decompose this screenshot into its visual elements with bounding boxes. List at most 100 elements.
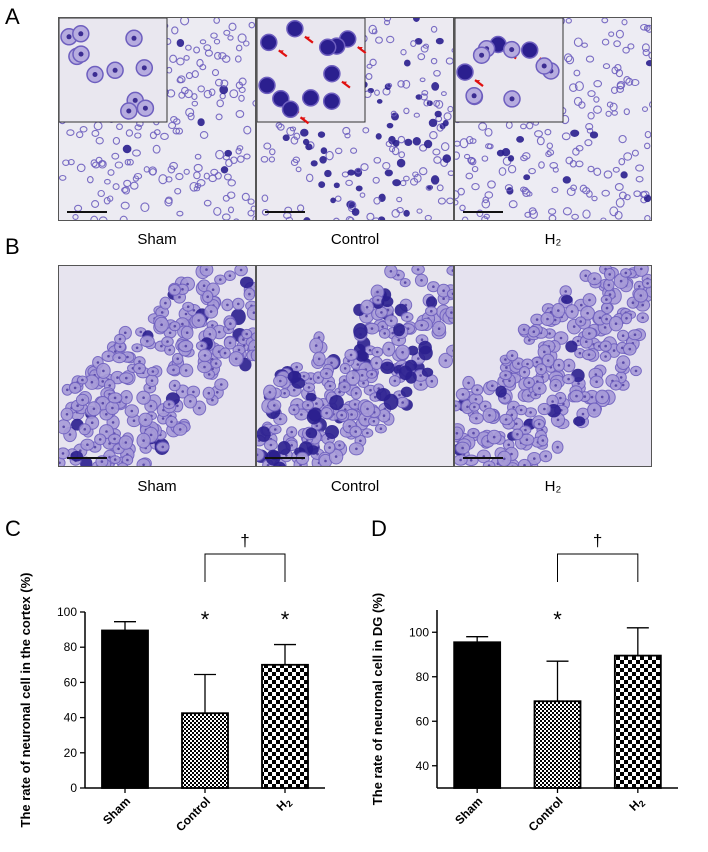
neuron-nucleus — [505, 366, 508, 369]
neuron-nucleus — [462, 393, 465, 396]
neuron-cell — [436, 38, 443, 43]
neuron-nucleus — [340, 414, 343, 417]
neuron-nucleus — [421, 338, 424, 341]
neuron-nucleus — [355, 448, 358, 451]
neuron-nucleus — [625, 317, 628, 320]
neuron-cell — [443, 155, 450, 163]
neuron-cell — [447, 289, 454, 298]
neuron-nucleus — [335, 455, 338, 458]
neuron-nucleus — [505, 418, 508, 421]
neuron-cell — [566, 341, 577, 352]
neuron-cell — [385, 170, 392, 176]
neuron-nucleus — [544, 455, 547, 458]
neuron-nucleus — [640, 268, 643, 271]
neuron-cell — [392, 113, 399, 120]
neuron-nucleus — [503, 458, 506, 461]
neuron-cell — [483, 461, 495, 467]
y-tick-label: 60 — [64, 675, 78, 689]
neuron-nucleus — [548, 332, 551, 335]
neuron-nucleus — [91, 381, 94, 384]
neuron-nucleus — [211, 399, 214, 402]
neuron-nucleus — [66, 413, 69, 416]
neuron-nucleus — [66, 389, 69, 392]
neuron-nucleus — [300, 413, 303, 416]
neuron-cell — [496, 386, 506, 397]
neuron-nucleus — [235, 358, 238, 361]
neuron-nucleus — [420, 279, 423, 282]
neuron-nucleus — [185, 345, 188, 348]
neuron-nucleus — [613, 349, 616, 352]
neuron-nucleus — [516, 433, 519, 436]
neuron-cell — [354, 324, 367, 339]
neuron-nucleus — [189, 400, 192, 403]
neuron-nucleus — [608, 273, 611, 276]
significance-star: * — [553, 607, 562, 632]
neuron-nucleus — [595, 373, 598, 376]
neuron-nucleus — [131, 410, 134, 413]
neuron-nucleus — [74, 387, 77, 390]
neuron-nucleus — [114, 458, 117, 461]
neuron-nucleus — [632, 301, 635, 304]
neuron-nucleus — [373, 420, 376, 423]
inset-nucleus — [542, 64, 547, 69]
neuron-nucleus — [536, 318, 539, 321]
neuron-nucleus — [470, 459, 473, 462]
neuron-nucleus — [307, 404, 310, 407]
neuron-nucleus — [523, 328, 526, 331]
neuron-nucleus — [366, 408, 369, 411]
neuron-nucleus — [208, 392, 211, 395]
neuron-nucleus — [138, 360, 141, 363]
micrograph-a-control — [256, 17, 454, 221]
dagger-symbol: † — [240, 531, 249, 550]
neuron-nucleus — [170, 421, 173, 424]
neuron-nucleus — [560, 337, 563, 340]
y-tick-label: 40 — [64, 711, 78, 725]
panel-label-a: A — [5, 4, 20, 30]
neuron-nucleus — [176, 358, 179, 361]
neuron-nucleus — [538, 387, 541, 390]
neuron-nucleus — [370, 373, 373, 376]
neuron-cell — [397, 159, 404, 167]
neuron-cell — [517, 137, 524, 143]
neuron-cell — [382, 297, 393, 307]
neuron-cell — [352, 209, 359, 216]
neuron-nucleus — [152, 370, 155, 373]
neuron-cell — [320, 157, 326, 164]
neuron-nucleus — [114, 397, 117, 400]
neuron-nucleus — [557, 419, 560, 422]
neuron-nucleus — [237, 303, 240, 306]
neuron-cell — [381, 362, 395, 373]
neuron-nucleus — [438, 327, 441, 330]
neuron-nucleus — [124, 332, 127, 335]
caption-b-sham: Sham — [59, 478, 255, 495]
neuron-nucleus — [593, 278, 596, 281]
significance-bracket — [558, 554, 638, 582]
bar-h2 — [615, 656, 661, 788]
neuron-nucleus — [442, 289, 445, 292]
neuron-cell — [377, 389, 391, 401]
neuron-nucleus — [575, 395, 578, 398]
neuron-nucleus — [646, 282, 649, 285]
neuron-nucleus — [168, 403, 171, 406]
neuron-nucleus — [362, 382, 365, 385]
neuron-nucleus — [172, 369, 175, 372]
neuron-cell — [241, 277, 254, 288]
neuron-cell — [404, 210, 409, 216]
neuron-nucleus — [99, 438, 102, 441]
inset-nucleus — [143, 106, 148, 111]
neuron-nucleus — [205, 268, 208, 271]
neuron-nucleus — [651, 290, 652, 293]
inset-neuron — [457, 64, 473, 80]
neuron-nucleus — [220, 383, 223, 386]
neuron-cell — [405, 139, 412, 145]
micrograph-a-sham — [58, 17, 256, 221]
neuron-nucleus — [215, 362, 218, 365]
neuron-nucleus — [173, 289, 176, 292]
neuron-nucleus — [330, 362, 333, 365]
neuron-nucleus — [641, 304, 644, 307]
bar-sham — [454, 642, 500, 788]
neuron-nucleus — [404, 281, 407, 284]
neuron-nucleus — [579, 320, 582, 323]
neuron-nucleus — [357, 363, 360, 366]
neuron-nucleus — [504, 358, 507, 361]
